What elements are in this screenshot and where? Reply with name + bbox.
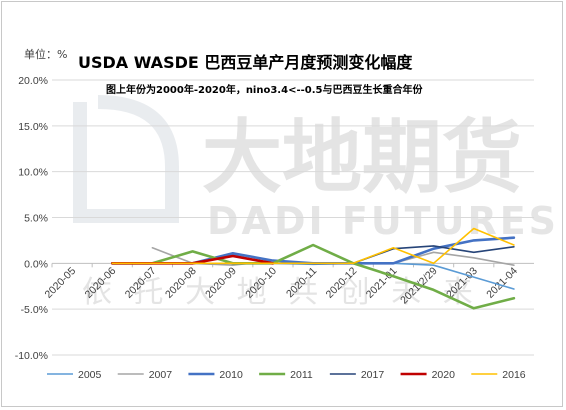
watermark-en: DADI FUTURES bbox=[207, 199, 559, 243]
legend-label-2016: 2016 bbox=[502, 369, 526, 381]
watermark-cn: 大地期货 bbox=[202, 111, 522, 204]
legend-label-2005: 2005 bbox=[78, 369, 102, 381]
y-tick-label: -5.0% bbox=[21, 304, 48, 316]
chart-subtitle: 图上年份为2000年-2020年，nino3.4<--0.5与巴西豆生长重合年份 bbox=[106, 83, 423, 96]
legend: 2005 2007 2010 2011 2017 2020 2016 bbox=[47, 369, 526, 381]
series-2016-line bbox=[111, 227, 515, 265]
y-tick-label: 5.0% bbox=[24, 213, 48, 225]
legend-label-2007: 2007 bbox=[149, 369, 173, 381]
legend-label-2017: 2017 bbox=[361, 369, 385, 381]
watermark-logo bbox=[73, 102, 179, 223]
series-lines bbox=[111, 227, 516, 310]
chart-title: USDA WASDE 巴西豆单产月度预测变化幅度 bbox=[78, 53, 413, 72]
y-axis: -10.0% -5.0% 0.0% 5.0% 10.0% 15.0% 20.0% bbox=[15, 75, 48, 362]
legend-label-2020: 2020 bbox=[432, 369, 456, 381]
watermark-logo-arc bbox=[97, 95, 179, 168]
y-tick-label: 15.0% bbox=[18, 121, 48, 133]
y-tick-label: -10.0% bbox=[15, 350, 48, 362]
unit-label: 单位：% bbox=[24, 47, 67, 61]
y-tick-label: 0.0% bbox=[24, 258, 48, 270]
legend-label-2010: 2010 bbox=[219, 369, 243, 381]
x-tick-label: 2021-04 bbox=[484, 265, 520, 301]
y-tick-label: 20.0% bbox=[18, 75, 48, 87]
series-2011-line bbox=[111, 243, 516, 310]
y-tick-label: 10.0% bbox=[18, 167, 48, 179]
legend-label-2011: 2011 bbox=[290, 369, 313, 381]
